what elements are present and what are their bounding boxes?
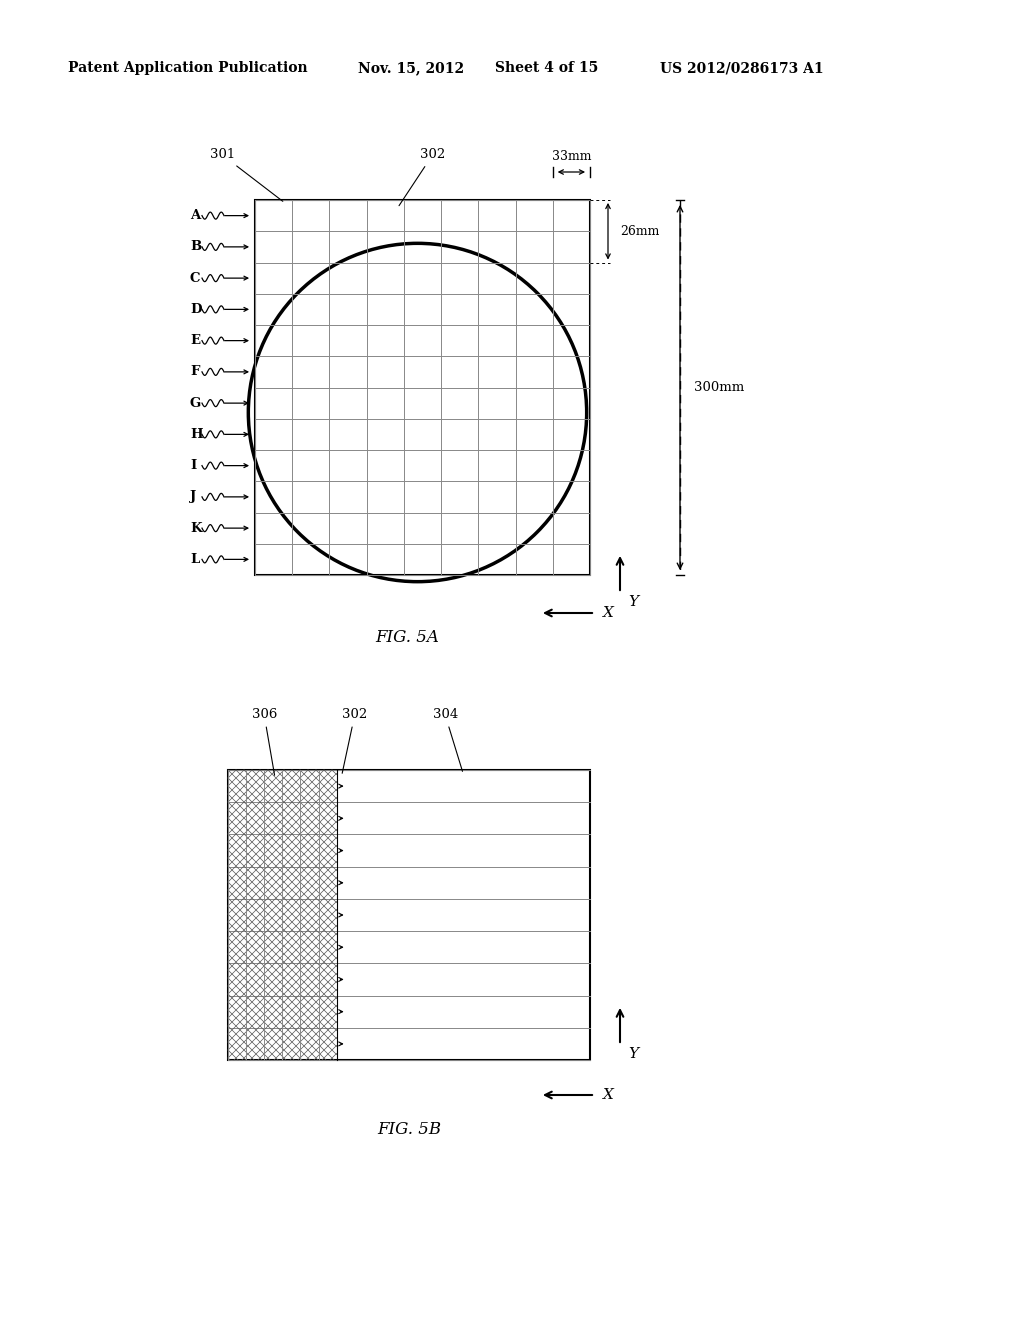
- Text: K: K: [190, 521, 202, 535]
- Text: X: X: [603, 606, 613, 620]
- Text: Nov. 15, 2012: Nov. 15, 2012: [358, 61, 464, 75]
- Text: L: L: [190, 553, 200, 566]
- Text: X: X: [603, 1088, 613, 1102]
- Text: Patent Application Publication: Patent Application Publication: [68, 61, 307, 75]
- Text: F: F: [190, 366, 200, 379]
- Text: 301: 301: [210, 149, 283, 202]
- Text: 302: 302: [399, 149, 445, 206]
- Text: A: A: [190, 209, 201, 222]
- Text: 33mm: 33mm: [552, 149, 591, 162]
- Text: 304: 304: [432, 709, 463, 771]
- Text: Y: Y: [628, 595, 638, 609]
- Text: B: B: [190, 240, 202, 253]
- Text: D: D: [190, 302, 202, 315]
- Text: C: C: [190, 272, 201, 285]
- Text: 300mm: 300mm: [694, 381, 744, 393]
- Text: E: E: [190, 334, 200, 347]
- Text: G: G: [190, 396, 202, 409]
- Text: J: J: [190, 490, 197, 503]
- Bar: [255, 201, 590, 576]
- Text: Sheet 4 of 15: Sheet 4 of 15: [495, 61, 598, 75]
- Text: H: H: [190, 428, 203, 441]
- Bar: [228, 770, 590, 1060]
- Text: FIG. 5A: FIG. 5A: [376, 628, 439, 645]
- Text: I: I: [190, 459, 197, 473]
- Text: 306: 306: [252, 709, 276, 775]
- Text: 302: 302: [342, 709, 368, 774]
- Text: US 2012/0286173 A1: US 2012/0286173 A1: [660, 61, 823, 75]
- Text: FIG. 5B: FIG. 5B: [377, 1122, 441, 1138]
- Text: Y: Y: [628, 1047, 638, 1061]
- Text: 26mm: 26mm: [620, 224, 659, 238]
